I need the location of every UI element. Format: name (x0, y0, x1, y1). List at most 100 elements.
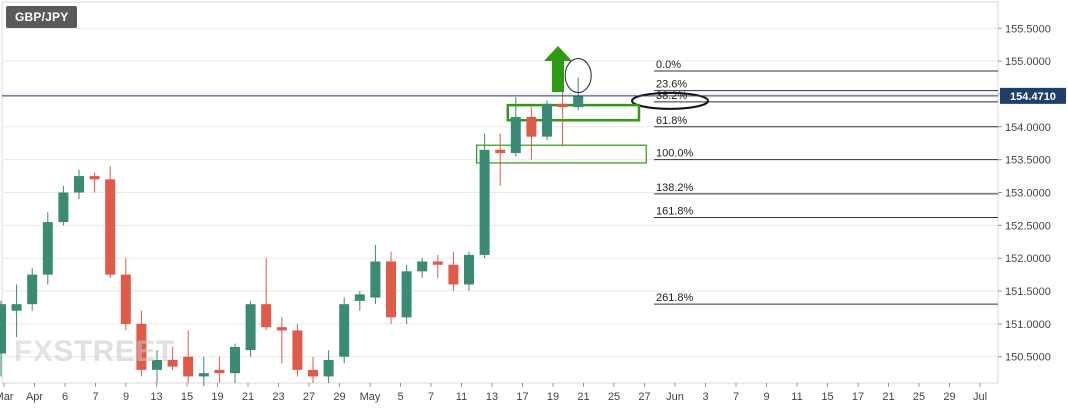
candle-body (105, 179, 116, 275)
x-tick-label: 3 (702, 391, 708, 403)
watermark-part1: FX (14, 335, 54, 368)
candle-body (11, 304, 22, 311)
x-tick-label: 23 (272, 391, 284, 403)
x-tick-label: 15 (821, 391, 833, 403)
candle-body (417, 261, 428, 272)
candle-body (557, 103, 568, 108)
candle-body (276, 327, 287, 331)
last-price-label: 154.4710 (1010, 91, 1056, 103)
watermark-part2: STREET (53, 335, 175, 368)
candle-body (308, 369, 318, 377)
x-tick-label: 7 (428, 391, 434, 403)
candle-body (401, 271, 412, 318)
candle-body (42, 222, 53, 275)
y-tick-label: 150.5000 (1005, 352, 1051, 364)
candle-body (261, 304, 272, 328)
candle-body (245, 304, 256, 351)
candle-body (230, 346, 240, 374)
candle-body (448, 264, 459, 285)
candle-body (58, 192, 69, 223)
x-tick-label: 13 (150, 391, 162, 403)
y-tick-label: 152.0000 (1005, 253, 1051, 265)
x-tick-label: 9 (763, 391, 769, 403)
x-tick-label: 7 (92, 391, 98, 403)
x-tick-label: 6 (62, 391, 68, 403)
x-tick-label: 7 (733, 391, 739, 403)
candle-body (370, 261, 381, 298)
candle-body (120, 274, 131, 324)
x-tick-label: 15 (181, 391, 193, 403)
candle-body (464, 254, 474, 285)
fib-level-label: 23.6% (656, 79, 687, 91)
candle-body (292, 330, 303, 370)
last-price-label-bg (1000, 87, 1066, 104)
y-tick-label: 155.0000 (1005, 56, 1051, 68)
x-tick-label: Jul (973, 391, 987, 403)
x-tick-label: 21 (577, 391, 589, 403)
candle-body (354, 294, 365, 301)
x-tick-label: 11 (791, 391, 802, 403)
x-tick-label: 29 (333, 391, 345, 403)
y-tick-label: 153.5000 (1005, 155, 1051, 167)
fib-level-label: 161.8% (656, 205, 694, 217)
candle-body (573, 95, 584, 108)
symbol-badge: GBP/JPY (6, 6, 78, 28)
x-tick-label: 17 (516, 391, 528, 403)
support-zone (476, 144, 647, 164)
y-tick-label: 151.5000 (1005, 286, 1051, 298)
candle-body (495, 149, 506, 154)
candle-body (0, 304, 6, 354)
x-tick-label: Mar (0, 391, 14, 403)
x-tick-label: 19 (211, 391, 223, 403)
y-tick-label: 152.5000 (1005, 220, 1051, 232)
candle-body (74, 176, 84, 193)
bullish-up-arrow (544, 46, 572, 92)
x-tick-label: May (360, 391, 381, 403)
candle-body (479, 149, 490, 255)
y-tick-label: 154.0000 (1005, 122, 1051, 134)
y-tick-label: 151.0000 (1005, 319, 1051, 331)
candle-body (542, 103, 552, 137)
x-tick-label: 29 (943, 391, 955, 403)
candle-body (526, 116, 537, 137)
candle-body (136, 323, 147, 370)
x-tick-label: 25 (913, 391, 925, 403)
fib-382-highlight-ellipse (631, 91, 709, 110)
x-tick-label: 19 (547, 391, 559, 403)
candle-body (510, 116, 521, 154)
candle-body (152, 360, 162, 370)
x-tick-label: 27 (303, 391, 315, 403)
candle-body (339, 304, 350, 357)
y-tick-label: 155.5000 (1005, 23, 1051, 35)
candle-body (386, 261, 396, 318)
x-tick-label: 25 (608, 391, 620, 403)
candle-body (183, 356, 194, 377)
x-tick-label: 17 (852, 391, 864, 403)
x-tick-label: Jun (666, 391, 684, 403)
x-tick-label: 9 (123, 391, 129, 403)
candle-body (214, 369, 225, 374)
x-tick-label: 13 (486, 391, 498, 403)
candle-body (27, 274, 38, 305)
candle-body (198, 373, 209, 377)
last-candle-highlight-circle (564, 58, 592, 94)
candle-body (323, 360, 334, 377)
fib-level-label: 138.2% (656, 182, 694, 194)
x-tick-label: 11 (456, 391, 467, 403)
fib-level-label: 100.0% (656, 148, 694, 160)
x-tick-label: 21 (882, 391, 894, 403)
fib-level-label: 0.0% (656, 59, 681, 71)
x-tick-label: 21 (242, 391, 254, 403)
x-tick-label: Apr (26, 391, 43, 403)
x-tick-label: 5 (397, 391, 403, 403)
candle-body (167, 360, 178, 367)
fib-level-label: 261.8% (656, 292, 694, 304)
candle-body (89, 176, 100, 180)
fib-level-label: 61.8% (656, 115, 687, 127)
x-tick-label: 27 (638, 391, 650, 403)
fxstreet-watermark: FXSTREET (14, 335, 175, 369)
y-tick-label: 153.0000 (1005, 188, 1051, 200)
candle-body (432, 261, 443, 265)
